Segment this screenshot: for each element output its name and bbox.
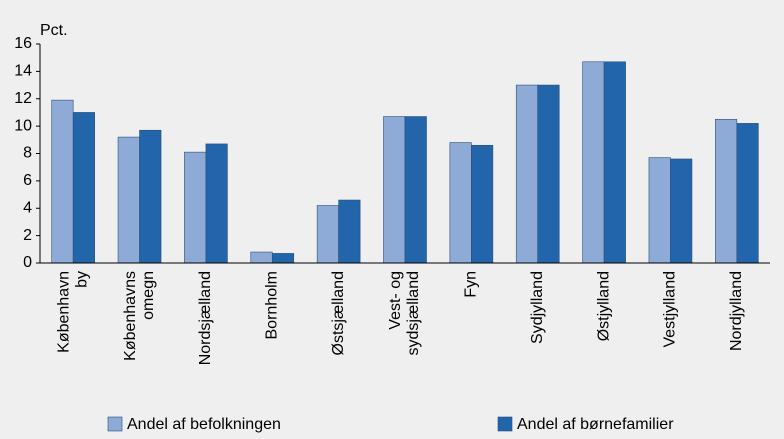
x-tick-label: Vest- og — [387, 271, 404, 330]
x-tick-label: by — [73, 271, 90, 288]
bar — [51, 99, 74, 264]
bar — [670, 158, 693, 264]
bar — [250, 251, 273, 264]
bar — [117, 136, 140, 264]
bar — [648, 157, 671, 264]
x-tick-label: sydsjælland — [405, 271, 422, 355]
x-tick-label: omegn — [140, 271, 157, 320]
x-tick-label: Vestjylland — [662, 271, 679, 348]
y-tick-label: 12 — [14, 90, 32, 107]
bar — [404, 116, 427, 264]
bar — [449, 142, 472, 264]
bar — [515, 84, 539, 264]
x-tick-label: Bornholm — [263, 271, 280, 339]
bar — [271, 253, 295, 264]
x-tick-label: Østsjælland — [330, 271, 347, 355]
x-tick-label: Københavns — [122, 271, 139, 361]
y-tick-label: 8 — [23, 145, 32, 162]
bar — [603, 61, 626, 264]
bar — [383, 116, 406, 264]
y-tick-label: 2 — [23, 227, 32, 244]
bar — [537, 84, 560, 264]
y-tick-label: 14 — [14, 63, 32, 80]
bar — [736, 123, 759, 264]
y-tick-label: 6 — [23, 172, 32, 189]
bar — [338, 199, 361, 264]
bar — [205, 143, 228, 264]
bar — [72, 112, 95, 264]
legend-label: Andel af befolkningen — [127, 416, 281, 433]
bar — [582, 61, 605, 264]
legend-swatch — [107, 416, 123, 432]
y-axis-label: Pct. — [40, 22, 68, 39]
bar — [139, 129, 162, 264]
x-tick-label: Sydjylland — [529, 271, 546, 344]
y-tick-label: 16 — [14, 35, 32, 52]
legend-swatch — [497, 416, 513, 432]
y-tick-label: 4 — [23, 199, 32, 216]
bar — [715, 118, 738, 264]
x-tick-label: Østjylland — [595, 271, 612, 341]
x-tick-label: Nordjylland — [728, 271, 745, 351]
y-tick-label: 10 — [14, 117, 32, 134]
x-tick-label: Fyn — [463, 271, 480, 298]
legend-label: Andel af børnefamilier — [517, 416, 674, 433]
bar — [316, 205, 339, 264]
x-tick-label: Nordsjælland — [197, 271, 214, 365]
bar — [184, 151, 207, 264]
bar — [471, 144, 494, 264]
y-tick-label: 0 — [23, 254, 32, 271]
x-tick-label: København — [55, 271, 72, 353]
